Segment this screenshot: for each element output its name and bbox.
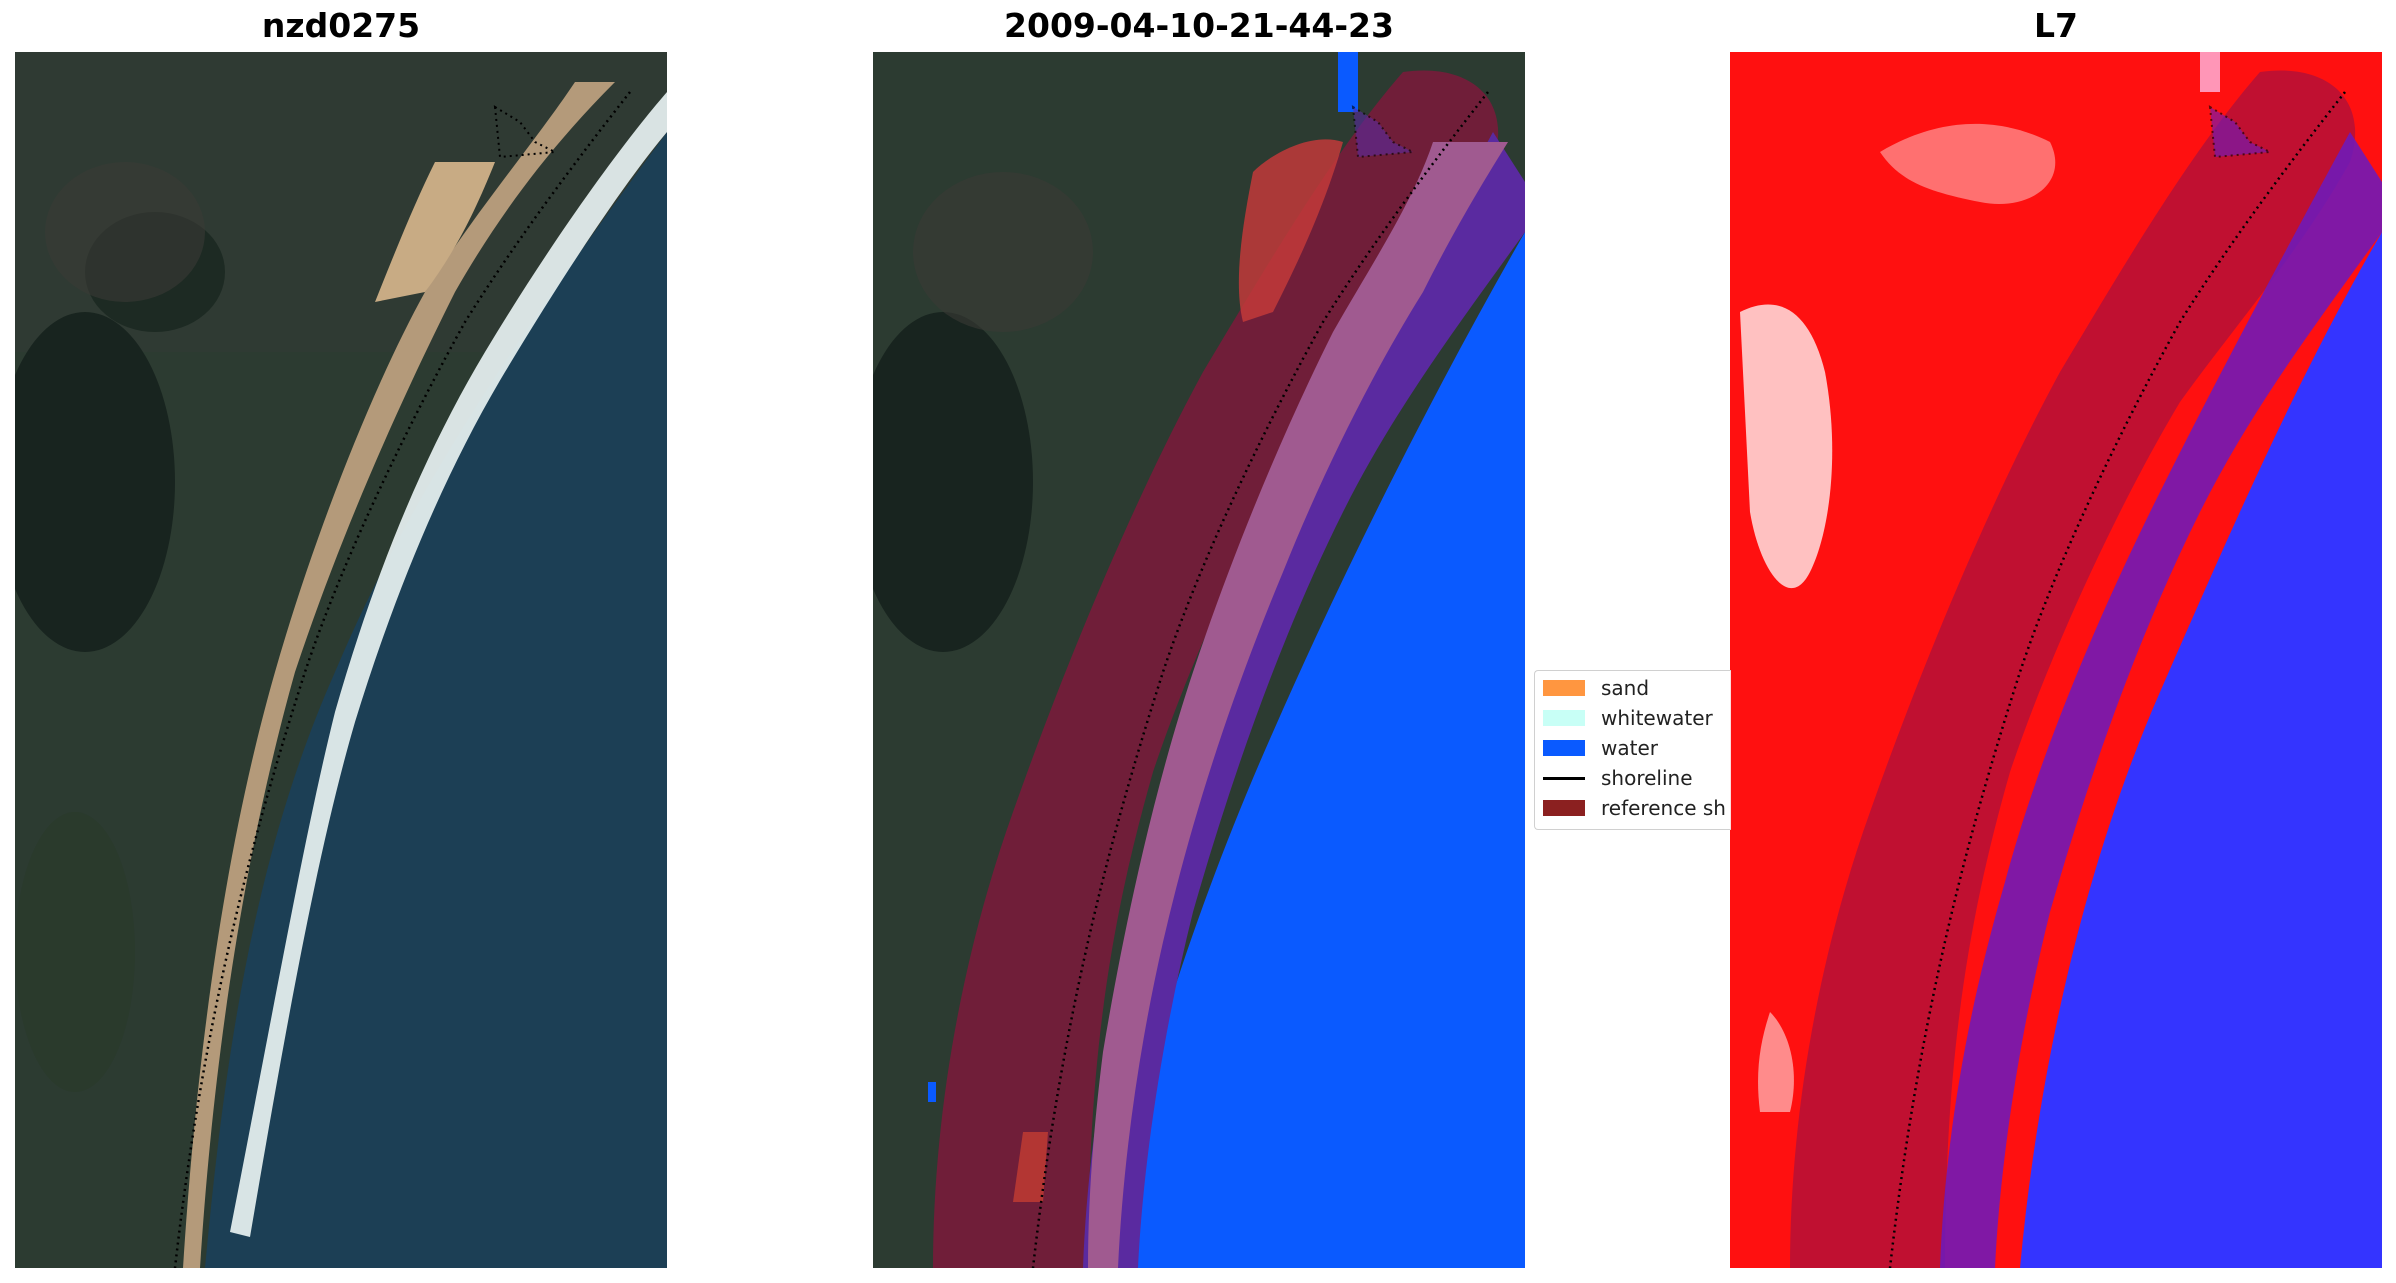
legend-label-whitewater: whitewater [1601,706,1713,730]
index-image [1730,52,2382,1268]
rgb-image-panel [15,52,667,1268]
classification-legend: sand whitewater water shoreline referenc… [1534,670,1731,830]
panel-title-index: L7 [2034,6,2078,45]
legend-label-water: water [1601,736,1658,760]
legend-label-sand: sand [1601,676,1650,700]
legend-swatch-whitewater [1543,710,1585,726]
legend-item-sand: sand [1543,676,1650,700]
legend-item-reference: reference sh [1543,796,1726,820]
panel-title-rgb: nzd0275 [261,6,421,45]
legend-label-shoreline: shoreline [1601,766,1693,790]
legend-item-water: water [1543,736,1658,760]
legend-item-shoreline: shoreline [1543,766,1693,790]
legend-swatch-sand [1543,680,1585,696]
legend-label-reference: reference sh [1601,796,1726,820]
panel-title-date: 2009-04-10-21-44-23 [1004,6,1394,45]
index-image-panel [1730,52,2382,1268]
classified-image-panel [873,52,1525,1268]
rgb-image [15,52,667,1268]
legend-swatch-reference [1543,800,1585,816]
legend-swatch-water [1543,740,1585,756]
legend-item-whitewater: whitewater [1543,706,1713,730]
legend-swatch-shoreline [1543,776,1585,780]
classified-image [873,52,1525,1268]
